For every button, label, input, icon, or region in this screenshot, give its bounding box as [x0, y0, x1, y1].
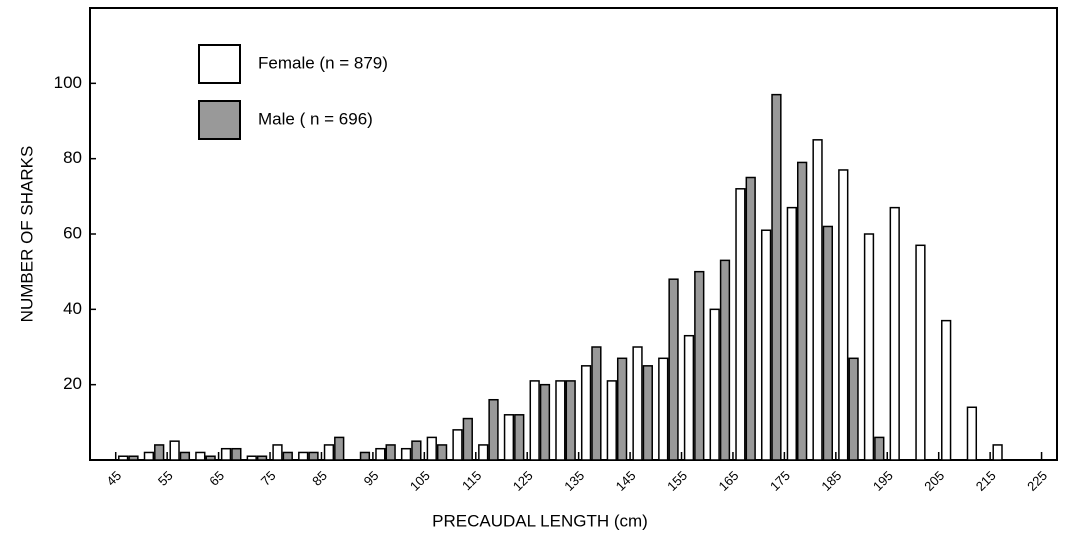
bar: [436, 444, 448, 461]
bar: [462, 417, 473, 461]
bar: [400, 447, 412, 461]
bar: [128, 455, 139, 461]
bar: [889, 206, 900, 461]
x-tick-label: 175: [767, 468, 793, 494]
x-tick-label: 65: [206, 468, 227, 489]
bar: [529, 380, 540, 461]
y-tick-label: 60: [63, 223, 82, 242]
legend-swatch: [198, 100, 241, 140]
bar: [616, 357, 628, 461]
x-tick-label: 165: [716, 468, 742, 494]
bar: [838, 169, 849, 461]
y-tick-label: 20: [63, 374, 82, 393]
bar: [642, 365, 653, 461]
x-axis-title: PRECAUDAL LENGTH (cm): [432, 511, 648, 530]
bar: [760, 229, 772, 461]
bar: [514, 414, 525, 461]
legend-swatch: [198, 44, 241, 84]
bar: [169, 440, 180, 461]
x-tick-label: 115: [459, 468, 484, 493]
x-tick-label: 145: [613, 468, 639, 494]
bar: [915, 244, 926, 461]
bar: [143, 451, 155, 461]
bar: [205, 455, 216, 461]
bar: [179, 451, 191, 461]
bar: [298, 451, 309, 461]
x-tick-label: 135: [561, 468, 587, 494]
x-tick-label: 105: [407, 468, 433, 494]
x-tick-label: 225: [1024, 468, 1050, 494]
bar: [591, 346, 602, 461]
y-tick-label: 100: [54, 73, 82, 92]
bar: [220, 447, 232, 461]
bar: [359, 451, 371, 461]
bar: [231, 447, 242, 461]
bar: [822, 225, 834, 461]
bar: [796, 161, 808, 461]
bar: [154, 444, 165, 461]
bar: [503, 414, 515, 461]
x-tick-label: 125: [510, 468, 536, 494]
bar: [334, 436, 345, 461]
y-axis-title: NUMBER OF SHARKS: [17, 146, 36, 323]
bar: [786, 206, 797, 461]
bar: [874, 436, 885, 461]
bar: [375, 447, 386, 461]
bar: [118, 455, 129, 461]
bar: [941, 319, 952, 461]
bar: [745, 176, 756, 461]
legend-label: Male ( n = 696): [258, 109, 373, 128]
legend-label: Female (n = 879): [258, 53, 388, 72]
y-tick-label: 80: [63, 148, 82, 167]
bar: [478, 444, 489, 461]
x-tick-label: 85: [309, 468, 330, 489]
bar: [385, 444, 396, 461]
bar: [606, 380, 617, 461]
bar: [246, 455, 257, 461]
bar: [848, 357, 859, 461]
bar: [308, 451, 319, 461]
bar: [452, 429, 463, 461]
bar: [539, 383, 551, 461]
x-tick-label: 45: [103, 468, 124, 489]
x-tick-label: 195: [870, 468, 896, 494]
bar: [863, 233, 875, 461]
bar: [735, 188, 746, 461]
bar: [992, 444, 1003, 461]
bar: [411, 440, 422, 461]
bar: [658, 357, 669, 461]
bar: [555, 380, 566, 461]
x-tick-label: 185: [818, 468, 844, 494]
bar: [272, 444, 283, 461]
bar: [632, 346, 643, 461]
bar: [256, 455, 268, 461]
bar: [323, 444, 335, 461]
bar: [966, 406, 978, 461]
bar: [694, 270, 705, 461]
bar: [719, 259, 731, 461]
bar: [580, 365, 592, 461]
x-tick-label: 155: [664, 468, 690, 494]
y-tick-label: 40: [63, 299, 82, 318]
bar: [488, 398, 499, 461]
bar: [771, 93, 782, 461]
x-tick-label: 215: [973, 468, 999, 494]
x-tick-label: 55: [155, 468, 176, 489]
bar: [668, 278, 679, 461]
x-tick-label: 95: [361, 468, 382, 489]
bar: [812, 139, 823, 461]
bar: [195, 451, 206, 461]
x-tick-label: 75: [258, 468, 279, 489]
bar: [709, 308, 720, 461]
bar: [426, 436, 437, 461]
bar: [565, 380, 576, 461]
x-tick-label: 205: [921, 468, 947, 494]
bar: [282, 451, 293, 461]
bar: [683, 334, 695, 461]
